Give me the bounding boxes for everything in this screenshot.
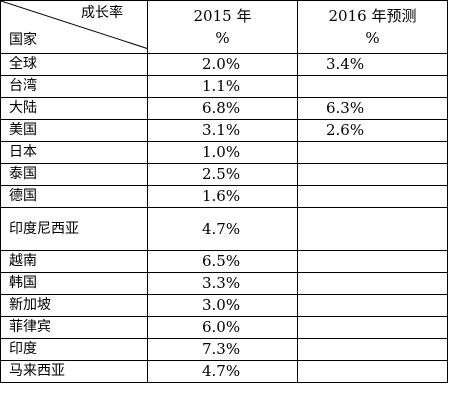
table-row: 全球 2.0% 3.4% (0, 53, 448, 76)
value-2016-cell (297, 163, 448, 186)
table-row: 印度 7.3% (0, 338, 448, 361)
country-cell: 韩国 (0, 272, 148, 295)
country-cell: 德国 (0, 185, 148, 208)
country-cell: 泰国 (0, 163, 148, 186)
value-2016-cell (297, 294, 448, 317)
table-header-row: 成长率 国家 2015 年 % 2016 年预测 % (0, 0, 448, 54)
header-2016-forecast: 2016 年预测 % (297, 0, 448, 54)
table-row: 台湾 1.1% (0, 75, 448, 98)
value-2016-cell (297, 207, 448, 251)
country-cell: 日本 (0, 141, 148, 164)
table-row: 越南 6.5% (0, 250, 448, 273)
value-2016-cell: 6.3% (297, 97, 448, 120)
value-2015-cell: 1.6% (147, 185, 298, 208)
header-2015-title: 2015 年 (193, 7, 252, 25)
table-row: 菲律宾 6.0% (0, 316, 448, 339)
value-2016-cell (297, 272, 448, 295)
value-2016-cell (297, 360, 448, 383)
value-2015-cell: 2.5% (147, 163, 298, 186)
country-cell: 全球 (0, 53, 148, 76)
value-2015-cell: 6.5% (147, 250, 298, 273)
country-cell: 新加坡 (0, 294, 148, 317)
value-2015-cell: 4.7% (147, 207, 298, 251)
value-2015-cell: 3.3% (147, 272, 298, 295)
value-2015-cell: 4.7% (147, 360, 298, 383)
country-cell: 台湾 (0, 75, 148, 98)
table-row: 韩国 3.3% (0, 272, 448, 295)
header-2016-unit: % (365, 29, 380, 47)
header-2015-unit: % (215, 29, 230, 47)
value-2015-cell: 1.0% (147, 141, 298, 164)
value-2015-cell: 3.1% (147, 119, 298, 142)
value-2016-cell: 2.6% (297, 119, 448, 142)
diagonal-header-cell: 成长率 国家 (0, 0, 148, 54)
value-2015-cell: 6.0% (147, 316, 298, 339)
table-row: 泰国 2.5% (0, 163, 448, 186)
value-2015-cell: 1.1% (147, 75, 298, 98)
value-2016-cell (297, 141, 448, 164)
table-row: 大陆 6.8% 6.3% (0, 97, 448, 120)
header-2015: 2015 年 % (147, 0, 298, 54)
growth-rate-header-label: 成长率 (81, 5, 123, 21)
table-row: 美国 3.1% 2.6% (0, 119, 448, 142)
value-2015-cell: 2.0% (147, 53, 298, 76)
header-2016-title: 2016 年预测 (328, 7, 417, 25)
table-row: 印度尼西亚 4.7% (0, 207, 448, 251)
value-2016-cell (297, 185, 448, 208)
table-row: 马来西亚 4.7% (0, 360, 448, 383)
value-2015-cell: 6.8% (147, 97, 298, 120)
country-cell: 美国 (0, 119, 148, 142)
country-cell: 菲律宾 (0, 316, 148, 339)
value-2016-cell (297, 250, 448, 273)
value-2016-cell (297, 75, 448, 98)
value-2016-cell: 3.4% (297, 53, 448, 76)
country-cell: 越南 (0, 250, 148, 273)
growth-rate-table: 成长率 国家 2015 年 % 2016 年预测 % 全球 2.0% 3.4% … (0, 0, 448, 383)
value-2016-cell (297, 316, 448, 339)
country-cell: 大陆 (0, 97, 148, 120)
value-2016-cell (297, 338, 448, 361)
value-2015-cell: 7.3% (147, 338, 298, 361)
table-row: 日本 1.0% (0, 141, 448, 164)
table-row: 新加坡 3.0% (0, 294, 448, 317)
value-2015-cell: 3.0% (147, 294, 298, 317)
country-header-label: 国家 (9, 32, 37, 48)
diagonal-line (1, 1, 147, 49)
table-row: 德国 1.6% (0, 185, 448, 208)
country-cell: 马来西亚 (0, 360, 148, 383)
country-cell: 印度尼西亚 (0, 207, 148, 251)
country-cell: 印度 (0, 338, 148, 361)
